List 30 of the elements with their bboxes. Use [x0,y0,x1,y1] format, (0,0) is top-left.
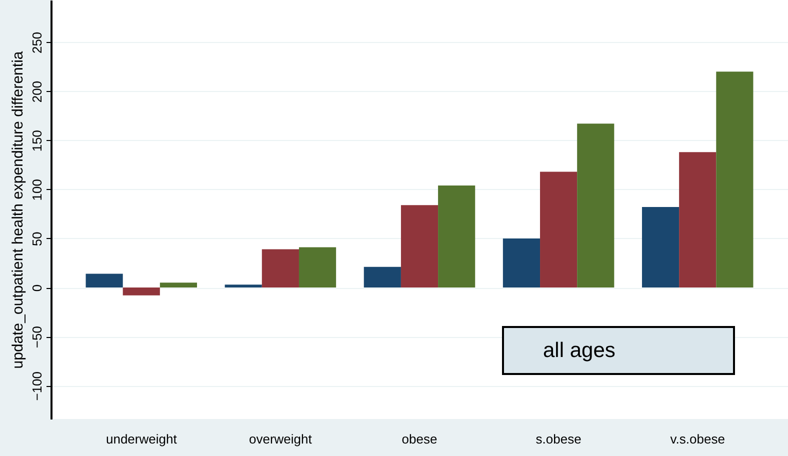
bar [86,274,123,288]
bar [224,284,262,288]
y-tick-label: 200 [30,80,44,103]
bar [160,282,198,288]
y-tick-label: 100 [30,179,44,201]
y-tick-label: 50 [30,232,44,246]
bar [679,152,716,288]
x-tick-label: s.obese [536,432,582,446]
bar [122,288,160,296]
y-tick-label: 250 [30,32,44,54]
x-tick-label: overweight [249,432,312,446]
y-axis-title: update_outpatient health expenditure differentia [10,50,26,369]
bar [577,124,614,288]
x-tick-label: obese [402,432,438,446]
bar [438,185,476,288]
y-tick-label: 0 [30,284,44,292]
bar [540,172,578,288]
x-tick-label: underweight [106,432,178,446]
bar [298,247,336,288]
bar [716,72,754,288]
x-tick-label: v.s.obese [670,432,725,446]
bar [400,205,438,288]
y-tick-label: −50 [30,326,44,348]
bar [642,207,680,288]
bar [502,238,540,288]
y-tick-label: −100 [30,371,44,401]
annotation: all ages [543,339,616,362]
bar [364,266,401,288]
bar [262,249,299,288]
y-tick-label: 150 [30,130,44,152]
